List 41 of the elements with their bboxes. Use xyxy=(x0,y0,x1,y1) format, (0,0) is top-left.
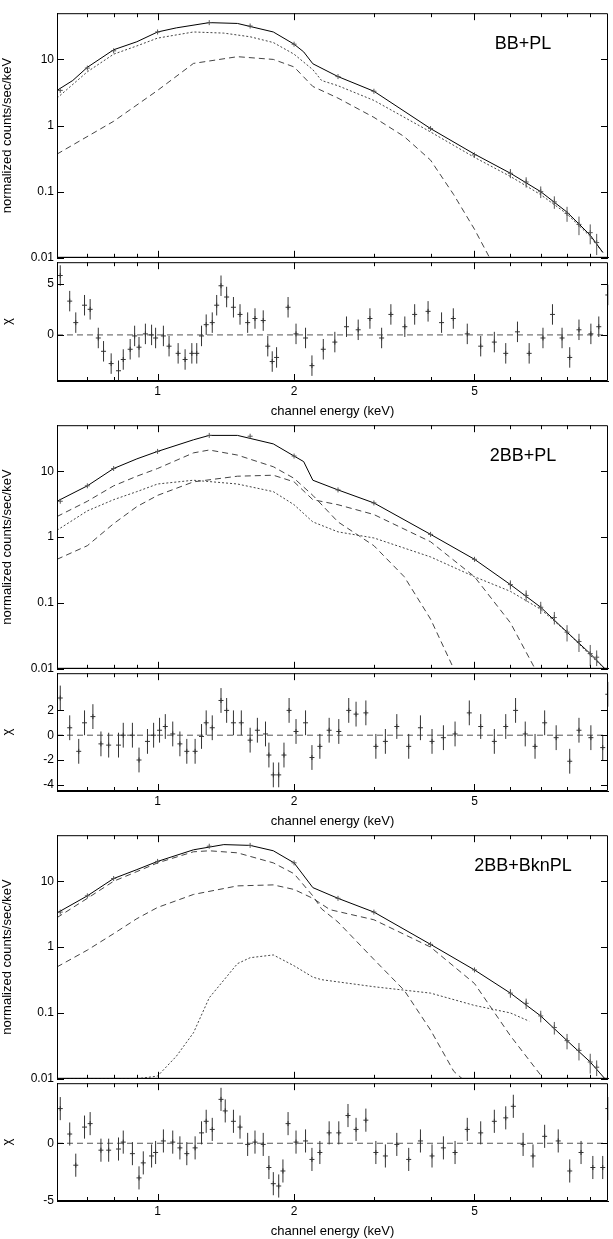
y-axis-title: normalized counts/sec/keV xyxy=(0,57,15,214)
x-tick-label: 5 xyxy=(471,793,479,808)
x-axis-title: channel energy (keV) xyxy=(270,1222,395,1238)
y-axis-title: normalized counts/sec/keV xyxy=(0,469,15,625)
y-tick-label: 0.01 xyxy=(30,1071,55,1086)
y-tick-label: 1 xyxy=(47,117,55,132)
annotation: BB+PL xyxy=(494,33,552,54)
annotation: 2BB+PL xyxy=(489,445,557,466)
y-tick-label: 0.1 xyxy=(37,183,55,198)
y-tick-label: 10 xyxy=(40,51,55,66)
y-tick-label: 1 xyxy=(47,939,55,954)
y-tick-label: -5 xyxy=(43,1193,55,1208)
x-tick-label: 1 xyxy=(154,1203,162,1218)
y-tick-label: -2 xyxy=(43,752,55,767)
y-tick-label: 0 xyxy=(47,727,55,742)
x-tick-label: 5 xyxy=(471,383,479,398)
y-tick-label: 0.01 xyxy=(30,661,55,676)
x-tick-label: 2 xyxy=(290,1203,298,1218)
y-tick-label: 10 xyxy=(40,873,55,888)
x-tick-label: 1 xyxy=(154,793,162,808)
y-tick-label: 0.1 xyxy=(37,595,55,610)
y-tick-label: 1 xyxy=(47,529,55,544)
x-tick-label: 2 xyxy=(290,383,298,398)
x-axis-title: channel energy (keV) xyxy=(270,402,395,418)
y-axis-title: χ xyxy=(0,318,15,326)
y-axis-title: χ xyxy=(0,1138,15,1146)
y-tick-label: 0 xyxy=(47,1135,55,1150)
y-tick-label: 0 xyxy=(47,327,55,342)
y-tick-label: -4 xyxy=(43,777,55,792)
y-tick-label: 10 xyxy=(40,463,55,478)
y-tick-label: 0.1 xyxy=(37,1005,55,1020)
y-tick-label: 0.01 xyxy=(30,250,55,265)
x-tick-label: 2 xyxy=(290,793,298,808)
x-tick-label: 1 xyxy=(154,383,162,398)
y-tick-label: 2 xyxy=(47,702,55,717)
x-tick-label: 5 xyxy=(471,1203,479,1218)
y-axis-title: normalized counts/sec/keV xyxy=(0,879,15,1035)
y-axis-title: χ xyxy=(0,728,15,736)
x-axis-title: channel energy (keV) xyxy=(270,812,395,828)
y-tick-label: 5 xyxy=(47,276,55,291)
annotation: 2BB+BknPL xyxy=(474,855,572,876)
